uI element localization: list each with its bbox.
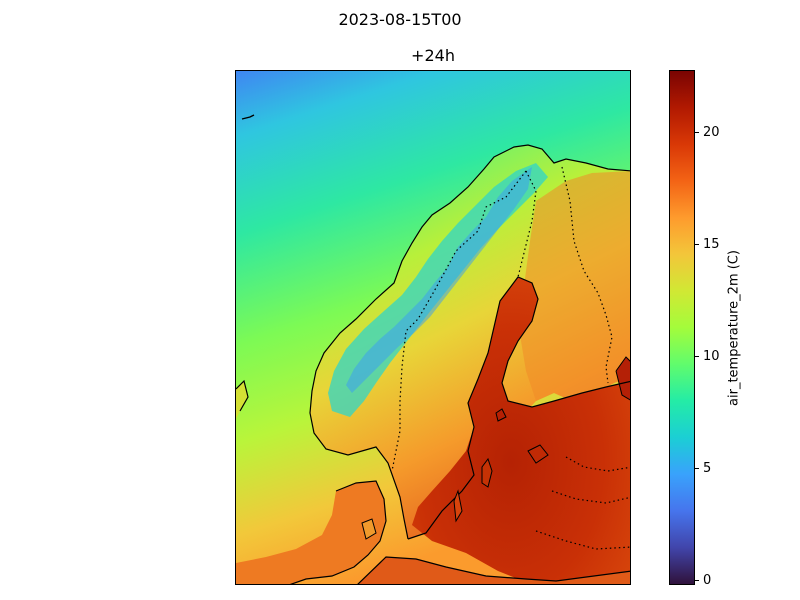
island-gotland [481, 457, 493, 488]
land-finland [520, 171, 630, 401]
colorbar-tick-mark [695, 355, 699, 357]
colorbar-tick-mark [695, 579, 699, 581]
colorbar-label: air_temperature_2m (C) [726, 250, 742, 406]
colorbar-tick-label: 5 [703, 460, 712, 476]
border-sweden-finland [517, 170, 537, 278]
colorbar-tick-label: 10 [703, 348, 720, 364]
colorbar-tick-mark [695, 467, 699, 469]
border-norway-sweden [391, 170, 527, 472]
colorbar-tick-label: 20 [703, 124, 720, 140]
coastline-bothnia [407, 276, 630, 540]
island-saaremaa [527, 444, 549, 464]
coastline-svalbard [241, 114, 255, 120]
island-aland [495, 408, 507, 422]
colorbar-tick-mark [695, 243, 699, 245]
border-baltics [535, 456, 630, 550]
colorbar [669, 70, 695, 585]
panel-title: +24h [411, 46, 455, 65]
land-continent [358, 557, 630, 584]
coastline-norway [309, 144, 630, 540]
colorbar-ticks: 0 5 10 15 20 [695, 70, 745, 588]
map-canvas [236, 71, 630, 584]
island-oland [453, 489, 463, 523]
coastline-continent [357, 556, 630, 584]
colorbar-tick-label: 15 [703, 236, 720, 252]
coastline-ladoga [615, 356, 630, 401]
temperature-map [235, 70, 631, 585]
land-uk [236, 381, 248, 419]
coastline-south [289, 480, 387, 584]
lake-ladoga [616, 357, 630, 400]
mountain-ridge-highs [346, 167, 532, 393]
colorbar-tick-mark [695, 131, 699, 133]
land-south [236, 481, 386, 584]
border-finland-russia [561, 166, 613, 384]
island-zealand [361, 518, 377, 540]
baltic-sea [412, 277, 630, 584]
coastline-uk [236, 379, 249, 412]
figure-title: 2023-08-15T00 [338, 10, 462, 29]
colorbar-tick-label: 0 [703, 572, 712, 588]
